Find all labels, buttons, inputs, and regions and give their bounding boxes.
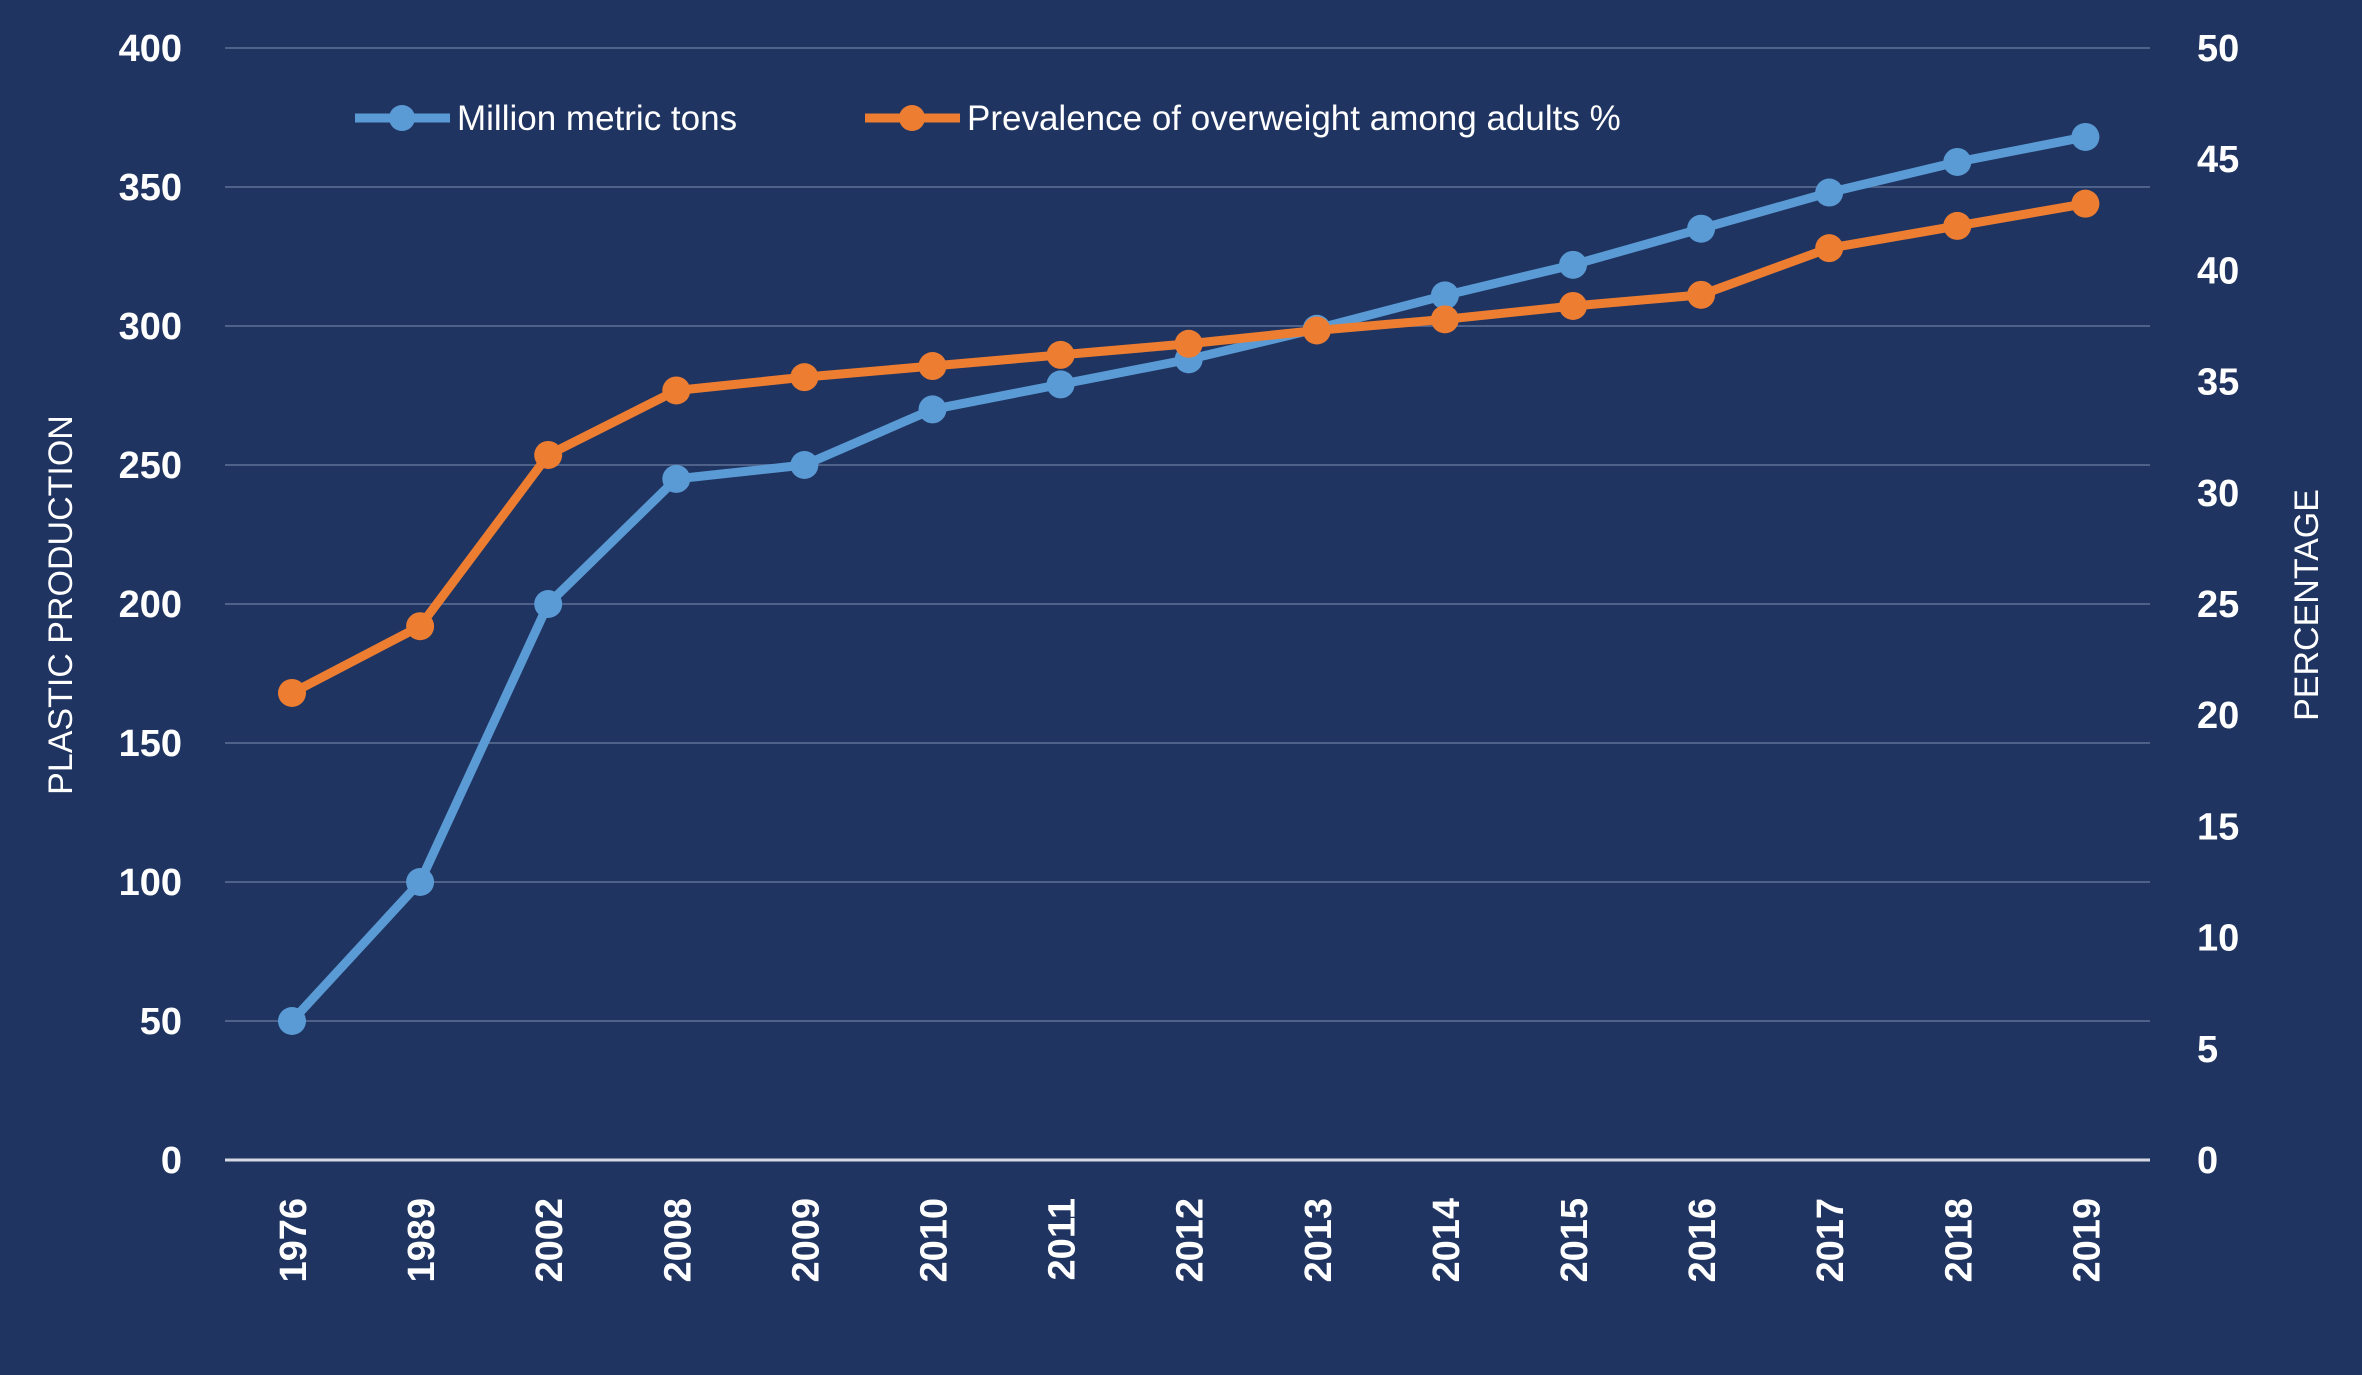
data-point-0-2002	[534, 590, 563, 618]
data-point-1-2011	[1046, 340, 1075, 369]
data-point-1-2019	[2071, 189, 2100, 218]
right-y-axis-title: PERCENTAGE	[2288, 489, 2326, 721]
series-1	[278, 189, 2100, 707]
data-point-1-2015	[1559, 291, 1587, 320]
y2-tick-label-25: 25	[2197, 584, 2239, 626]
legend-item-overweight: Prevalence of overweight among adults %	[865, 99, 1621, 138]
legend-label-overweight: Prevalence of overweight among adults %	[967, 99, 1621, 138]
data-point-1-2018	[1943, 211, 1972, 240]
data-point-0-1976	[278, 1007, 306, 1035]
x-tick-label-1976: 1976	[273, 1198, 315, 1283]
x-tick-label-2010: 2010	[914, 1198, 956, 1283]
legend: Million metric tons Prevalence of overwe…	[355, 99, 1621, 138]
data-point-0-2018	[1943, 147, 1972, 176]
x-tick-label-2015: 2015	[1554, 1198, 1596, 1283]
y-tick-label-150: 150	[119, 723, 182, 765]
data-point-0-2010	[918, 395, 947, 424]
series-line-1	[287, 199, 2090, 698]
y2-tick-label-10: 10	[2197, 918, 2239, 960]
data-point-0-2016	[1687, 214, 1716, 243]
x-tick-label-2002: 2002	[529, 1198, 571, 1283]
data-point-0-2009	[790, 451, 819, 479]
data-point-0-2011	[1046, 370, 1075, 399]
data-point-0-2014	[1430, 281, 1459, 310]
x-axis-ticks: 1976 1989 2002 2008 2009 2010 2011 2012 2013 2014…	[273, 1198, 2108, 1283]
series-layer	[278, 122, 2100, 1035]
legend-marker-plastic	[389, 105, 415, 131]
y2-tick-label-45: 45	[2197, 139, 2239, 181]
legend-item-plastic: Million metric tons	[355, 99, 737, 138]
gridlines	[225, 47, 2150, 1022]
y-tick-label-400: 400	[119, 28, 182, 70]
x-tick-label-2019: 2019	[2066, 1198, 2108, 1283]
x-tick-label-2018: 2018	[1938, 1198, 1980, 1283]
y-tick-label-200: 200	[119, 584, 182, 626]
data-point-1-2017	[1815, 234, 1844, 263]
data-point-1-2009	[790, 363, 819, 392]
x-tick-label-2009: 2009	[785, 1198, 827, 1283]
x-tick-label-1989: 1989	[401, 1198, 443, 1283]
y2-tick-label-0: 0	[2197, 1140, 2218, 1182]
data-point-1-2010	[918, 352, 947, 381]
x-tick-label-2014: 2014	[1426, 1198, 1468, 1283]
x-tick-label-2017: 2017	[1810, 1198, 1852, 1283]
y-tick-label-100: 100	[119, 862, 182, 904]
data-point-0-2015	[1559, 250, 1587, 279]
y2-tick-label-35: 35	[2197, 362, 2239, 404]
legend-marker-overweight	[899, 105, 925, 131]
data-point-0-1989	[406, 868, 435, 896]
x-tick-label-2013: 2013	[1298, 1198, 1340, 1283]
data-point-1-2008	[662, 376, 691, 405]
x-tick-label-2012: 2012	[1170, 1198, 1212, 1283]
data-point-1-2012	[1174, 329, 1203, 358]
x-tick-label-2011: 2011	[1042, 1198, 1084, 1280]
data-point-0-2017	[1815, 178, 1844, 207]
y2-tick-label-40: 40	[2197, 250, 2239, 292]
y-tick-label-50: 50	[140, 1001, 182, 1043]
y2-tick-label-50: 50	[2197, 28, 2239, 70]
y2-tick-label-5: 5	[2197, 1029, 2218, 1071]
y-tick-label-0: 0	[161, 1140, 182, 1182]
y-tick-label-250: 250	[119, 445, 182, 487]
right-y-axis-ticks: 0 5 10 15 20 25 30 35 40 45 50	[2197, 28, 2239, 1182]
data-point-0-2008	[662, 464, 691, 493]
data-point-1-2013	[1302, 316, 1331, 345]
x-tick-label-2008: 2008	[657, 1198, 699, 1283]
left-y-axis-title: PLASTIC PRODUCTION	[42, 415, 80, 795]
y2-tick-label-30: 30	[2197, 473, 2239, 515]
y-tick-label-300: 300	[119, 306, 182, 348]
x-tick-label-2016: 2016	[1682, 1198, 1724, 1283]
y-tick-label-350: 350	[119, 167, 182, 209]
y2-tick-label-20: 20	[2197, 695, 2239, 737]
data-point-1-1989	[406, 612, 435, 641]
legend-label-plastic: Million metric tons	[457, 99, 737, 138]
data-point-0-2019	[2071, 122, 2100, 151]
data-point-1-1976	[278, 678, 306, 707]
data-point-1-2016	[1687, 280, 1716, 309]
y2-tick-label-15: 15	[2197, 806, 2239, 848]
series-line-0	[287, 132, 2090, 1026]
data-point-1-2002	[534, 440, 563, 469]
left-y-axis-ticks: 0 50 100 150 200 250 300 350 400	[119, 28, 182, 1182]
data-point-1-2014	[1430, 305, 1459, 334]
